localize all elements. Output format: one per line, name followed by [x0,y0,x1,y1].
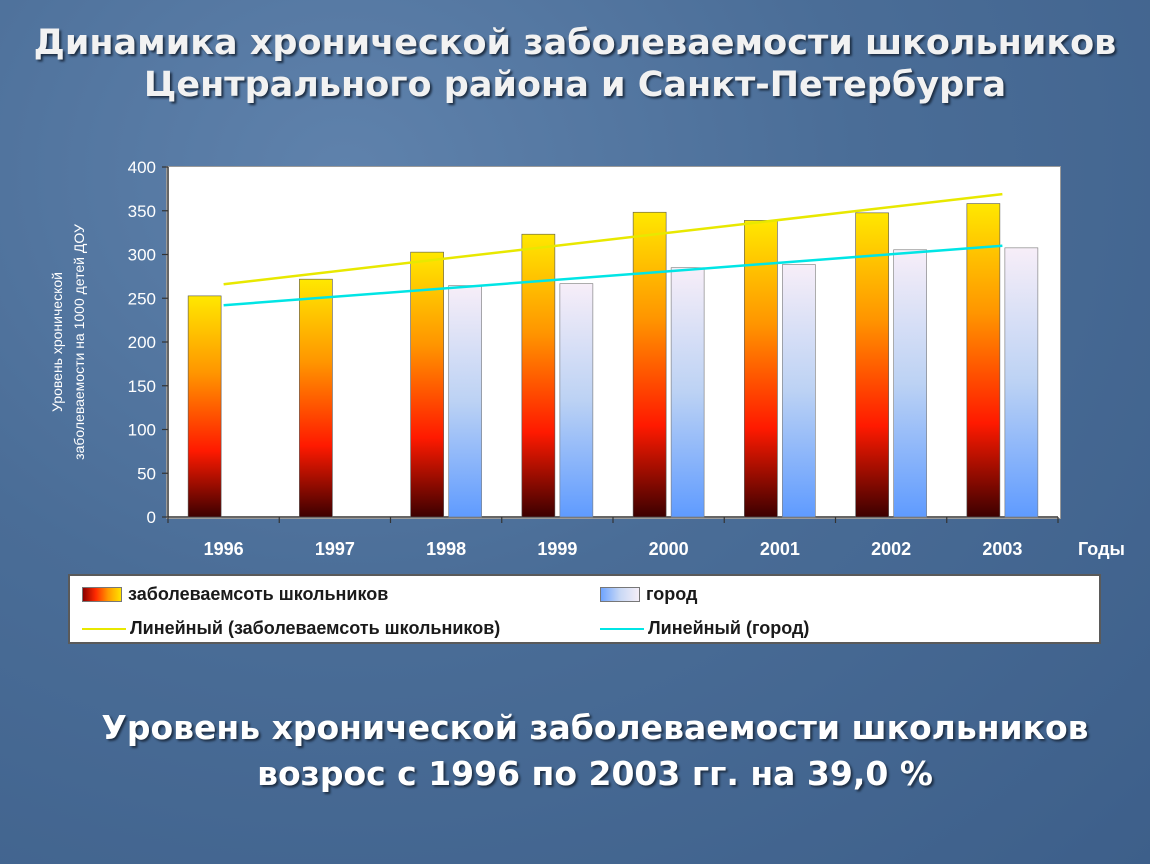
bar-school-1996 [187,295,222,518]
bar-city-2003 [1004,247,1039,518]
data-label-school-1996: 252,7 [186,268,224,285]
y-tick-label: 400 [128,158,156,177]
bar-school-2003 [966,203,1001,518]
y-tick-label: 250 [128,289,156,308]
bar-city-1999 [559,283,594,518]
x-tick-label: 1997 [315,539,355,559]
conclusion-line-1: Уровень хронической заболеваемости школь… [101,708,1089,747]
x-tick-label: 1998 [426,539,466,559]
bar-school-1999 [521,233,556,518]
x-tick-label: 1999 [537,539,577,559]
y-tick-label: 150 [128,377,156,396]
x-axis-label: Годы [1078,539,1125,559]
x-tick-label: 2002 [871,539,911,559]
data-label-school-1998: 302,7 [408,224,446,241]
data-label-city-2003: 307,6 [1007,220,1045,237]
bar-city-1998 [448,285,482,518]
bar-school-1997 [299,278,333,518]
bar-school-1998 [410,251,444,518]
x-tick-label: 2000 [649,539,689,559]
legend-item-trend-city: Линейный (город) [600,618,809,639]
legend-item-school: заболеваемсоть школьников [82,584,388,605]
conclusion-line-2: возрос с 1996 по 2003 гг. на 39,0 % [257,754,933,793]
trendline-school [223,192,1003,286]
title-line-1: Динамика хронической заболеваемости школ… [33,23,1117,63]
legend: заболеваемсоть школьников город Линейный… [68,574,1101,644]
bar-school-2002 [855,212,889,518]
data-label-city-1999: 266,7 [562,256,600,273]
y-axis-label: Уровень хронической заболеваемости на 100… [49,224,87,460]
y-tick-label: 300 [128,246,156,265]
data-label-school-1999: 323,2 [520,206,558,223]
y-tick-label: 350 [128,202,156,221]
bar-city-2000 [670,267,705,518]
legend-line-trend-city [600,627,644,630]
bar-city-2002 [893,249,927,518]
legend-label-trend-school: Линейный (заболеваемсоть школьников) [130,618,501,638]
legend-line-trend-school [82,627,126,630]
axes: 0 50 100 150 200 250 300 350 400 1996 1997 1998 1999… [49,158,1125,559]
data-label-school-2003: 358,2 [965,176,1003,193]
data-label-city-2002: 305,4 [895,222,933,239]
data-label-school-1997: 271,8 [297,251,335,268]
legend-swatch-school [82,587,122,602]
y-tick-label: 100 [128,421,156,440]
trendline-city [223,244,1003,307]
legend-item-trend-school: Линейный (заболеваемсоть школьников) [82,618,500,639]
x-tick-label: 2003 [982,539,1022,559]
data-label-school-2000: 348,3 [631,184,669,201]
legend-label-school: заболеваемсоть школьников [128,584,389,604]
legend-item-city: город [600,584,697,605]
data-label-school-2001: 339,0 [742,192,780,209]
x-tick-label: 1996 [204,539,244,559]
bar-school-2001 [744,220,778,518]
legend-label-trend-city: Линейный (город) [648,618,810,638]
data-label-city-2000: 284,9 [673,240,711,257]
y-tick-label: 50 [137,464,156,483]
slide-title: Динамика хронической заболеваемости школ… [0,22,1150,106]
legend-swatch-city [600,587,640,602]
x-tick-label: 2001 [760,539,800,559]
y-tick-label: 200 [128,333,156,352]
data-label-school-2002: 347,6 [853,185,891,202]
data-label-city-2001: 288,5 [784,237,822,254]
bar-school-2000 [632,211,667,518]
bar-city-2001 [782,264,816,518]
trendlines [223,192,1003,307]
bars [187,203,1039,518]
title-line-2: Центрального района и Санкт-Петербурга [143,65,1007,105]
data-label-city-1998: 264,5 [450,258,488,275]
y-tick-label: 0 [147,508,156,527]
legend-label-city: город [646,584,698,604]
conclusion-text: Уровень хронической заболеваемости школь… [0,705,1150,797]
